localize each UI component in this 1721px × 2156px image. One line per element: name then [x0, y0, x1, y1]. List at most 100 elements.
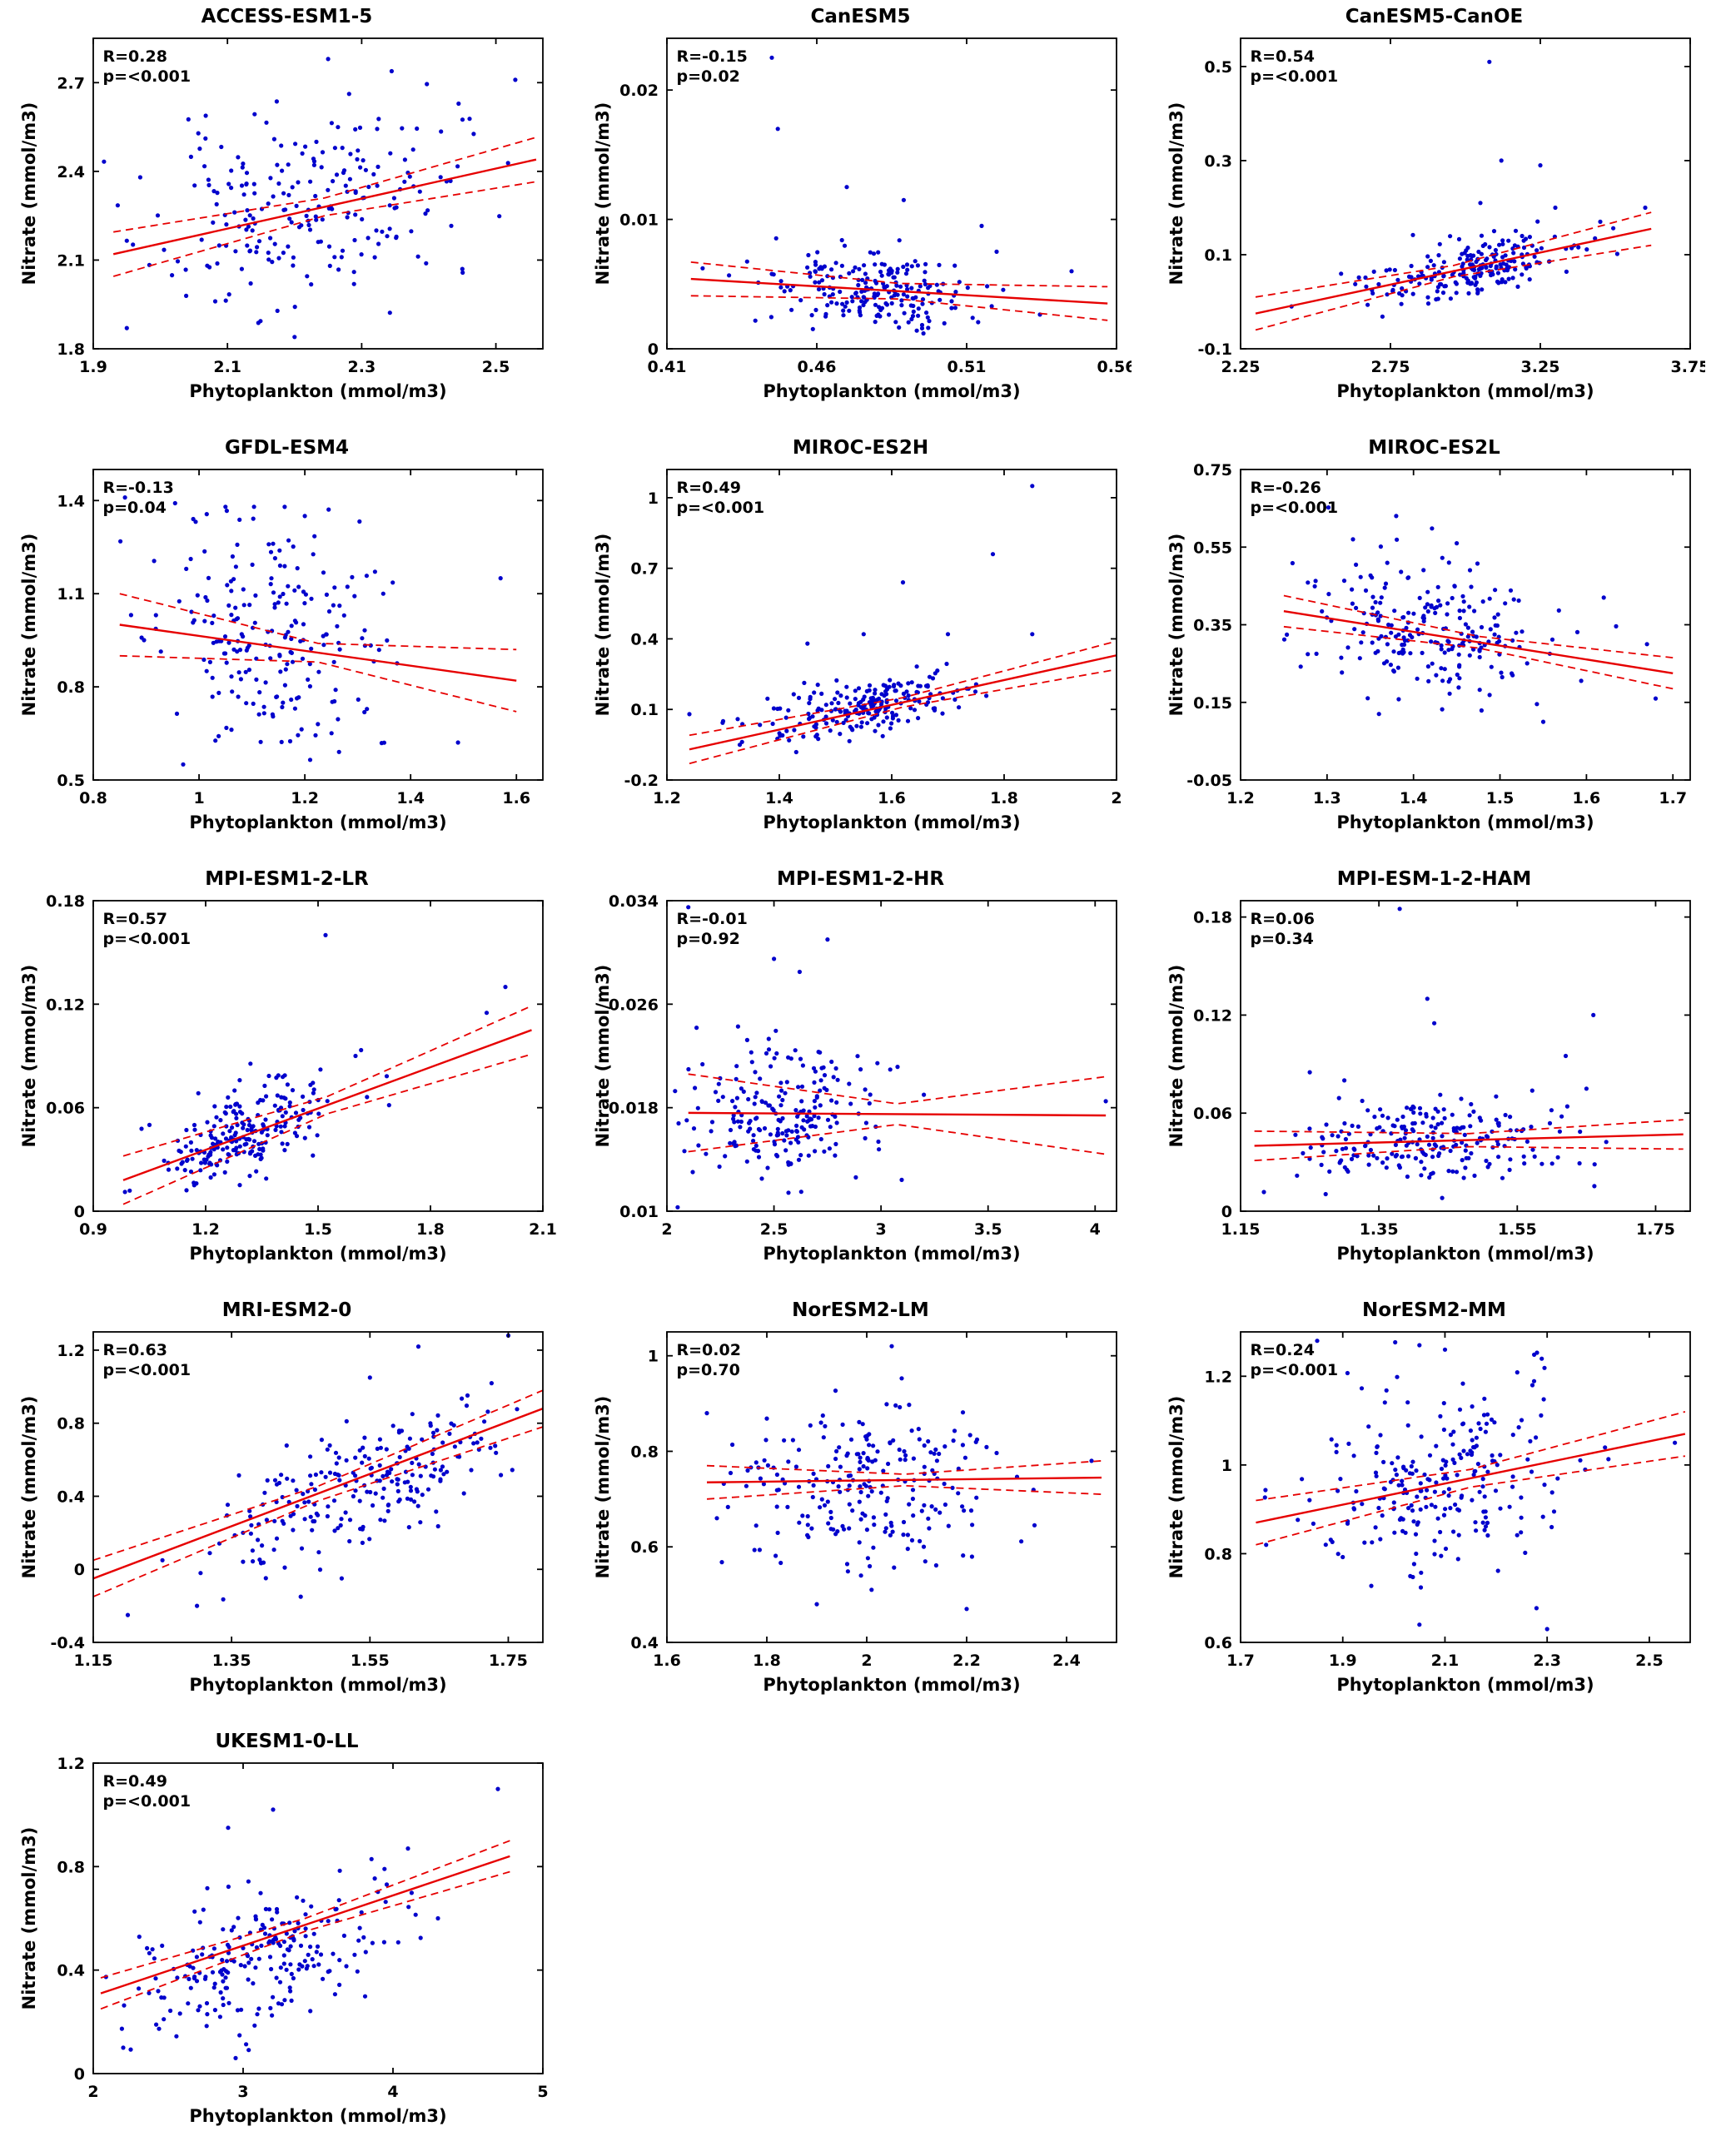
- svg-text:1.8: 1.8: [57, 340, 85, 359]
- svg-text:1.9: 1.9: [1328, 1652, 1356, 1670]
- plot-area: R=0.06 p=0.34 1.15 1.35 1.55 1.75 0 0.06 0.12 0…: [1164, 891, 1705, 1269]
- svg-text:3.75: 3.75: [1670, 358, 1704, 376]
- svg-text:Phytoplankton (mmol/m3): Phytoplankton (mmol/m3): [1336, 381, 1594, 401]
- stats-annotation: R=-0.13 p=0.04: [103, 478, 174, 518]
- svg-text:2.5: 2.5: [759, 1220, 788, 1239]
- svg-text:0.46: 0.46: [797, 358, 836, 376]
- stats-annotation: R=0.06 p=0.34: [1251, 909, 1315, 949]
- svg-text:1.2: 1.2: [1226, 789, 1255, 807]
- svg-text:3.5: 3.5: [973, 1220, 1002, 1239]
- svg-text:1.5: 1.5: [304, 1220, 332, 1239]
- plot-title: UKESM1-0-LL: [215, 1731, 359, 1752]
- svg-text:1.35: 1.35: [1359, 1220, 1398, 1239]
- svg-text:1.6: 1.6: [502, 789, 530, 807]
- r-value: R=0.54: [1250, 47, 1315, 66]
- subplot-gfdl-esm4: GFDL-ESM4 R=-0.13 p=0.04 0.8 1 1.2 1.4 1.6 0.…: [0, 431, 574, 862]
- subplot-miroc-es2h: MIROC-ES2H R=0.49 p=<0.001 1.2 1.4 1.6 1.8 2…: [574, 431, 1147, 862]
- stats-annotation: R=-0.15 p=0.02: [677, 47, 748, 87]
- svg-text:0.75: 0.75: [1193, 461, 1232, 479]
- svg-text:0.026: 0.026: [608, 996, 658, 1014]
- svg-text:0.8: 0.8: [630, 1443, 659, 1461]
- svg-text:0.01: 0.01: [619, 211, 659, 230]
- plot-title: CanESM5-CanOE: [1345, 6, 1524, 27]
- p-value: p=0.04: [102, 499, 167, 517]
- stats-annotation: R=-0.01 p=0.92: [677, 909, 748, 949]
- svg-text:2.1: 2.1: [57, 251, 85, 270]
- svg-text:2: 2: [87, 2083, 98, 2101]
- plot-title: MIROC-ES2H: [792, 437, 929, 459]
- scatter-plot: 2.25 2.75 3.25 3.75 -0.1 0.1 0.3 0.5 Phytoplankt…: [1166, 37, 1705, 401]
- svg-text:-0.2: -0.2: [624, 772, 659, 790]
- p-value: p=0.92: [676, 930, 740, 948]
- svg-text:Phytoplankton (mmol/m3): Phytoplankton (mmol/m3): [763, 1244, 1020, 1264]
- svg-text:0: 0: [73, 2065, 84, 2084]
- r-value: R=0.24: [1250, 1341, 1315, 1359]
- scatter-plot: 2 2.5 3 3.5 4 0.01 0.018 0.026 0.034 Phytoplankto…: [593, 892, 1117, 1264]
- subplot-mpi-esm1-2-hr: MPI-ESM1-2-HR R=-0.01 p=0.92 2 2.5 3 3.5 4 0.…: [574, 862, 1147, 1294]
- plot-area: R=0.02 p=0.70 1.6 1.8 2 2.2 2.4 0.4 0.6 0.8 1 Phy…: [590, 1322, 1132, 1701]
- stats-annotation: R=0.57 p=<0.001: [103, 909, 191, 949]
- svg-text:0.12: 0.12: [46, 996, 85, 1014]
- r-value: R=-0.13: [102, 479, 174, 497]
- scatter-plot: 0.41 0.46 0.51 0.56 0 0.01 0.02 Phytoplankton (…: [593, 37, 1132, 401]
- svg-text:Phytoplankton (mmol/m3): Phytoplankton (mmol/m3): [763, 1675, 1020, 1695]
- svg-text:2: 2: [861, 1652, 872, 1670]
- plot-title: NorESM2-MM: [1362, 1299, 1506, 1321]
- svg-text:Nitrate (mmol/m3): Nitrate (mmol/m3): [19, 534, 39, 717]
- svg-text:0.06: 0.06: [46, 1100, 85, 1118]
- plot-title: MPI-ESM1-2-LR: [205, 868, 369, 890]
- plot-title: MPI-ESM1-2-HR: [776, 868, 945, 890]
- svg-text:Phytoplankton (mmol/m3): Phytoplankton (mmol/m3): [189, 381, 446, 401]
- plot-area: R=0.57 p=<0.001 0.9 1.2 1.5 1.8 2.1 0 0.06 0.12…: [17, 891, 558, 1269]
- svg-text:Nitrate (mmol/m3): Nitrate (mmol/m3): [593, 965, 613, 1148]
- r-value: R=-0.01: [676, 910, 748, 928]
- plot-area: R=0.49 p=<0.001 1.2 1.4 1.6 1.8 2 -0.2 0.1 0.4 0…: [590, 460, 1132, 838]
- subplot-mri-esm2-0: MRI-ESM2-0 R=0.63 p=<0.001 1.15 1.35 1.55 1…: [0, 1294, 574, 1725]
- svg-text:Nitrate (mmol/m3): Nitrate (mmol/m3): [593, 534, 613, 717]
- stats-annotation: R=0.49 p=<0.001: [677, 478, 765, 518]
- svg-text:Nitrate (mmol/m3): Nitrate (mmol/m3): [1166, 534, 1186, 717]
- svg-text:2.5: 2.5: [481, 358, 510, 376]
- svg-text:0.02: 0.02: [619, 82, 659, 100]
- svg-text:0.4: 0.4: [57, 1488, 85, 1506]
- svg-text:2.1: 2.1: [213, 358, 241, 376]
- r-value: R=0.28: [102, 47, 167, 66]
- svg-text:3: 3: [237, 2083, 248, 2101]
- plot-title: GFDL-ESM4: [224, 437, 350, 459]
- plot-area: R=-0.13 p=0.04 0.8 1 1.2 1.4 1.6 0.5 0.8 1.1 1.4…: [17, 460, 558, 838]
- subplot-mpi-esm-1-2-ham: MPI-ESM-1-2-HAM R=0.06 p=0.34 1.15 1.35 1.…: [1147, 862, 1721, 1294]
- svg-text:1.35: 1.35: [211, 1652, 251, 1670]
- r-value: R=0.49: [102, 1772, 167, 1791]
- scatter-plot: 0.9 1.2 1.5 1.8 2.1 0 0.06 0.12 0.18 Phytoplankto…: [19, 892, 557, 1264]
- svg-text:0: 0: [73, 1561, 84, 1579]
- svg-text:0.8: 0.8: [57, 1858, 85, 1876]
- svg-text:1.2: 1.2: [1204, 1368, 1232, 1386]
- plot-area: R=-0.15 p=0.02 0.41 0.46 0.51 0.56 0 0.01 0.02…: [590, 28, 1132, 407]
- scatter-plot: 1.7 1.9 2.1 2.3 2.5 0.6 0.8 1 1.2 Phytoplankton (…: [1166, 1331, 1691, 1695]
- svg-text:1.7: 1.7: [1226, 1652, 1255, 1670]
- svg-text:0: 0: [647, 340, 658, 359]
- stats-annotation: R=0.28 p=<0.001: [103, 47, 191, 87]
- plot-title: MRI-ESM2-0: [221, 1299, 352, 1321]
- svg-text:Phytoplankton (mmol/m3): Phytoplankton (mmol/m3): [1336, 1675, 1594, 1695]
- r-value: R=0.63: [102, 1341, 167, 1359]
- r-value: R=0.57: [102, 910, 167, 928]
- svg-text:0.8: 0.8: [79, 789, 107, 807]
- svg-text:0.4: 0.4: [630, 630, 659, 648]
- plot-title: MIROC-ES2L: [1368, 437, 1500, 459]
- svg-text:2.75: 2.75: [1370, 358, 1410, 376]
- stats-annotation: R=0.02 p=0.70: [677, 1340, 741, 1380]
- svg-text:1.55: 1.55: [1497, 1220, 1536, 1239]
- scatter-plot: 1.2 1.4 1.6 1.8 2 -0.2 0.1 0.4 0.7 1 Phytoplankton…: [593, 469, 1122, 832]
- svg-text:0.15: 0.15: [1193, 694, 1232, 713]
- p-value: p=0.70: [676, 1361, 740, 1379]
- svg-text:1.2: 1.2: [57, 1755, 85, 1773]
- scatter-plot: 2 3 4 5 0 0.4 0.8 1.2 Phytoplankton (mmol/m3) Nit…: [19, 1755, 549, 2126]
- svg-text:2.2: 2.2: [953, 1652, 981, 1670]
- svg-text:2.3: 2.3: [1533, 1652, 1561, 1670]
- svg-text:1.4: 1.4: [765, 789, 793, 807]
- svg-text:1.15: 1.15: [1221, 1220, 1260, 1239]
- svg-text:1.2: 1.2: [291, 789, 319, 807]
- svg-text:3.25: 3.25: [1520, 358, 1559, 376]
